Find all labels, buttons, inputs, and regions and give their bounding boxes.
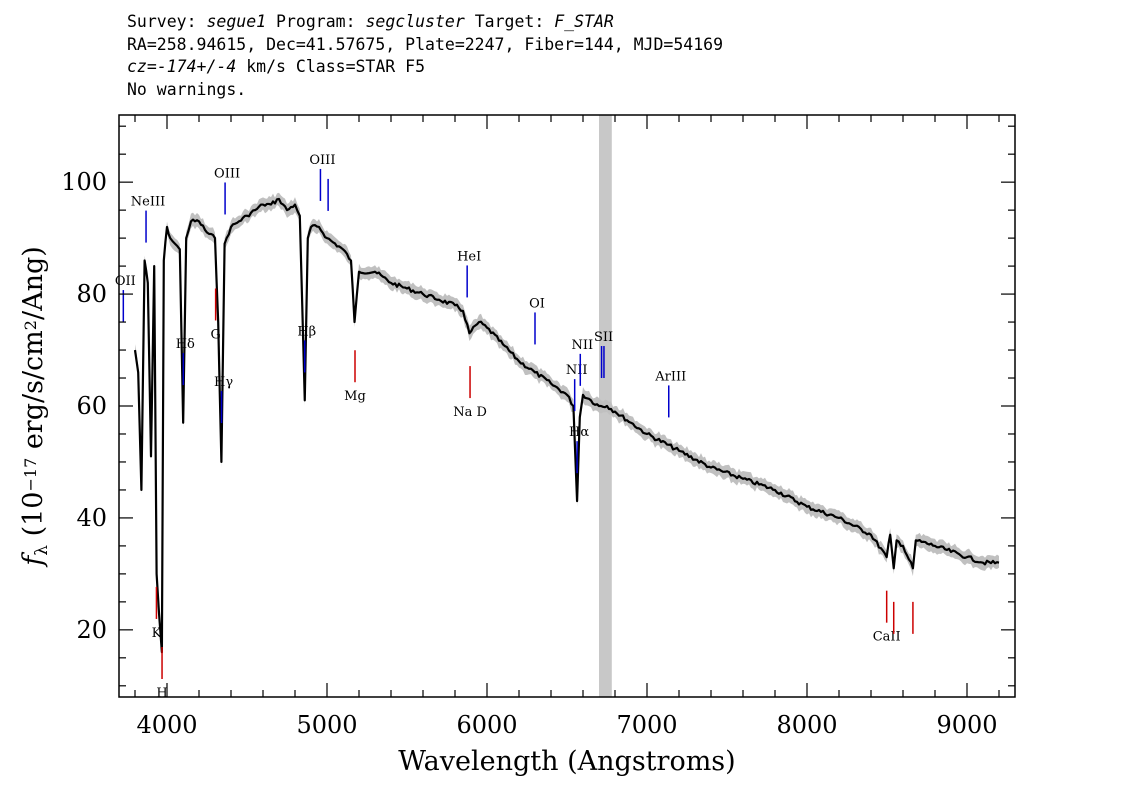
emission-line-label: SII xyxy=(594,330,613,345)
target-value: F_STAR xyxy=(554,12,614,31)
warnings-line: No warnings. xyxy=(127,79,247,99)
spectrum-header: Survey: segue1 Program: segcluster Targe… xyxy=(127,11,723,101)
cz-units-class: km/s Class=STAR F5 xyxy=(236,57,426,76)
absorption-line-label: H xyxy=(156,686,167,701)
cz-label: cz= xyxy=(127,57,157,76)
emission-line-label: OII xyxy=(115,274,136,289)
axis-ticks-layer: 4000 5000 6000 7000 8000 9000 20 40 60 80 100 xyxy=(61,115,1015,739)
absorption-line-label: CaII xyxy=(873,630,901,645)
program-label: Program: xyxy=(276,12,356,31)
x-tick-label: 4000 xyxy=(136,711,197,739)
flux-line-layer xyxy=(133,197,1000,654)
y-tick-label: 20 xyxy=(76,616,107,644)
emission-line-label: OIII xyxy=(214,166,240,181)
emission-line-label: Hβ xyxy=(297,324,316,339)
cz-value: -174+/-4 xyxy=(156,57,237,76)
x-axis-title: Wavelength (Angstroms) xyxy=(398,746,735,777)
emission-line-label: Hγ xyxy=(214,375,233,390)
error-band-layer xyxy=(135,192,999,661)
program-value: segcluster xyxy=(365,12,465,31)
y-tick-label: 100 xyxy=(61,168,107,196)
y-tick-label: 80 xyxy=(76,280,107,308)
emission-line-label: NII xyxy=(571,338,593,353)
y-tick-label: 60 xyxy=(76,392,107,420)
x-tick-label: 8000 xyxy=(776,711,837,739)
spectral-lines-layer: OIINeIIIHδHγOIIIHβOIIIHeIOINIIHαNIISIIAr… xyxy=(115,153,914,701)
x-tick-label: 9000 xyxy=(936,711,997,739)
emission-line-label: NII xyxy=(566,363,588,378)
plot-frame xyxy=(118,114,1016,698)
target-label: Target: xyxy=(474,12,545,31)
absorption-line-label: Na D xyxy=(453,405,487,420)
emission-line-label: NeIII xyxy=(131,195,165,210)
survey-label: Survey: xyxy=(127,12,197,31)
survey-value: segue1 xyxy=(206,12,267,31)
y-tick-label: 40 xyxy=(76,504,107,532)
flux-line xyxy=(133,197,1000,654)
absorption-line-label: K xyxy=(152,626,162,641)
absorption-line-label: Mg xyxy=(344,389,366,404)
emission-line-label: HeI xyxy=(457,249,481,264)
flux-error-band xyxy=(135,192,999,661)
x-tick-label: 6000 xyxy=(456,711,517,739)
emission-line-label: OIII xyxy=(309,153,335,168)
x-tick-label: 5000 xyxy=(296,711,357,739)
coordinates-line: RA=258.94615, Dec=41.57675, Plate=2247, … xyxy=(127,34,724,54)
y-axis-title: fλ (10−17 erg/s/cm2/Ang) xyxy=(18,246,52,568)
emission-line-label: Hδ xyxy=(176,337,195,352)
x-tick-label: 7000 xyxy=(616,711,677,739)
emission-line-label: OI xyxy=(529,296,545,311)
emission-line-label: Hα xyxy=(569,425,589,440)
absorption-line-label: G xyxy=(210,327,220,342)
emission-line-label: ArIII xyxy=(654,369,686,384)
